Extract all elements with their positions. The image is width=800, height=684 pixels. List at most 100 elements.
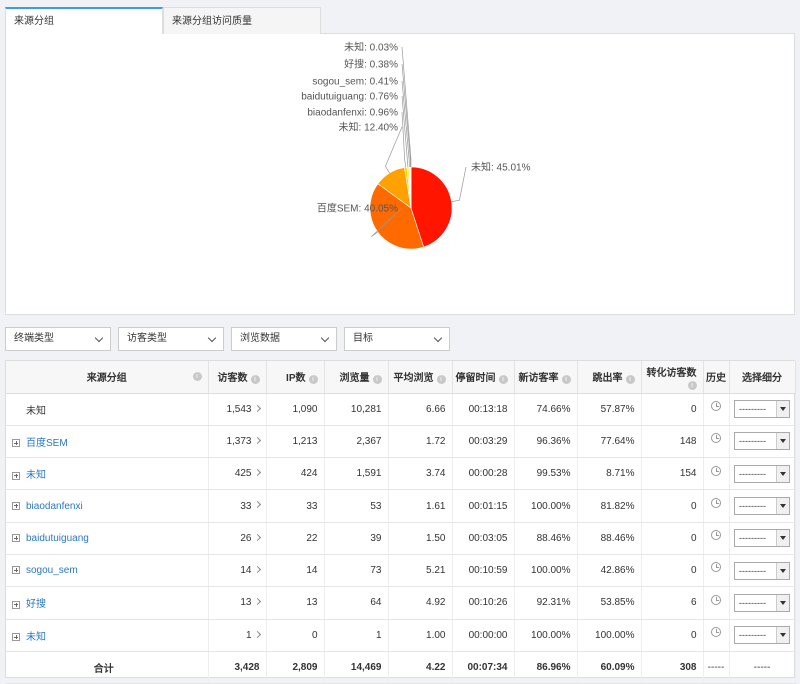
info-icon[interactable]: i [309,375,318,384]
clock-icon[interactable] [711,530,721,540]
expand-icon[interactable] [12,566,20,574]
breakdown-select[interactable]: --------- [734,465,790,483]
cell-ip: 1,090 [266,393,324,425]
col-header-conv[interactable]: 转化访客数 i [641,361,703,393]
tab-source-group-quality[interactable]: 来源分组访问质量 [163,7,321,34]
chevron-right-icon[interactable] [253,534,260,541]
info-icon[interactable]: i [499,375,508,384]
visitors-value[interactable]: 425 [235,468,252,479]
breakdown-select[interactable]: --------- [734,529,790,547]
col-header-label: 转化访客数 [647,364,697,379]
chevron-right-icon[interactable] [253,631,260,638]
clock-icon[interactable] [711,595,721,605]
chevron-right-icon[interactable] [253,404,260,411]
info-icon[interactable]: i [562,375,571,384]
info-icon[interactable]: i [251,375,260,384]
select-value: --------- [739,630,766,640]
expand-icon[interactable] [12,472,20,480]
chevron-right-icon[interactable] [253,598,260,605]
visitors-value[interactable]: 1,543 [226,404,251,415]
expand-icon[interactable] [12,601,20,609]
expand-icon[interactable] [12,502,20,510]
pie-label: biaodanfenxi: 0.96% [307,108,398,119]
chevron-down-icon [434,334,442,342]
col-header-label: 来源分组 [87,369,127,384]
table-total-row: 合计 3,428 2,809 14,469 4.22 00:07:34 86.9… [6,651,795,683]
source-group-link[interactable]: sogou_sem [26,565,78,576]
visitors-value[interactable]: 1 [246,630,252,641]
info-icon[interactable]: i [373,375,382,384]
visitor-type-dropdown[interactable]: 访客类型 [118,327,224,351]
cell-visitors: 33 [208,490,266,522]
total-duration: 00:07:34 [452,651,514,683]
clock-icon[interactable] [711,627,721,637]
info-icon[interactable]: i [688,381,697,390]
clock-icon[interactable] [711,433,721,443]
source-group-link[interactable]: 百度SEM [26,438,68,449]
breakdown-select[interactable]: --------- [734,626,790,644]
chevron-right-icon[interactable] [253,469,260,476]
visitors-value[interactable]: 33 [240,501,251,512]
select-value: --------- [739,598,766,608]
breakdown-select[interactable]: --------- [734,400,790,418]
pie-label-line [385,127,402,173]
terminal-type-dropdown[interactable]: 终端类型 [5,327,111,351]
chevron-down-icon [776,498,789,514]
clock-icon[interactable] [711,562,721,572]
expand-icon[interactable] [12,439,20,447]
chevron-down-icon [321,334,329,342]
tab-source-group[interactable]: 来源分组 [5,7,163,35]
info-icon[interactable]: i [437,375,446,384]
chevron-right-icon[interactable] [253,566,260,573]
cell-pv: 10,281 [324,393,388,425]
chevron-down-icon [95,334,103,342]
filter-bar: 终端类型 访客类型 浏览数据 目标 [5,327,450,351]
browse-data-dropdown[interactable]: 浏览数据 [231,327,337,351]
cell-pv: 73 [324,554,388,586]
clock-icon[interactable] [711,466,721,476]
info-icon[interactable]: i [193,372,202,381]
col-header-label: 停留时间 [456,369,496,384]
source-group-link[interactable]: 未知 [26,470,46,481]
cell-ip: 14 [266,554,324,586]
chevron-down-icon [776,401,789,417]
breakdown-select[interactable]: --------- [734,562,790,580]
source-group-link[interactable]: 未知 [26,632,46,643]
visitors-value[interactable]: 26 [240,533,251,544]
clock-icon[interactable] [711,401,721,411]
chevron-right-icon[interactable] [253,437,260,444]
chevron-right-icon[interactable] [253,501,260,508]
pie-label: 未知: 12.40% [339,121,399,134]
info-icon[interactable]: i [626,375,635,384]
cell-avg-pv: 4.92 [388,587,452,619]
expand-icon[interactable] [12,534,20,542]
breakdown-select[interactable]: --------- [734,594,790,612]
breakdown-select[interactable]: --------- [734,497,790,515]
row-name-cell: baidutuiguang [6,522,208,554]
visitors-value[interactable]: 14 [240,565,251,576]
cell-new-rate: 99.53% [514,458,577,490]
goal-dropdown[interactable]: 目标 [344,327,450,351]
clock-icon[interactable] [711,498,721,508]
cell-pv: 39 [324,522,388,554]
visitors-value[interactable]: 1,373 [226,436,251,447]
cell-visitors: 1,543 [208,393,266,425]
visitors-value[interactable]: 13 [240,597,251,608]
breakdown-select[interactable]: --------- [734,432,790,450]
row-name-cell: sogou_sem [6,554,208,586]
col-header-group[interactable]: 来源分组 i [6,361,208,393]
source-group-link[interactable]: 好搜 [26,599,46,610]
source-group-link[interactable]: baidutuiguang [26,533,89,544]
source-group-link[interactable]: biaodanfenxi [26,501,83,512]
cell-breakdown: --------- [729,458,795,490]
expand-icon[interactable] [12,633,20,641]
